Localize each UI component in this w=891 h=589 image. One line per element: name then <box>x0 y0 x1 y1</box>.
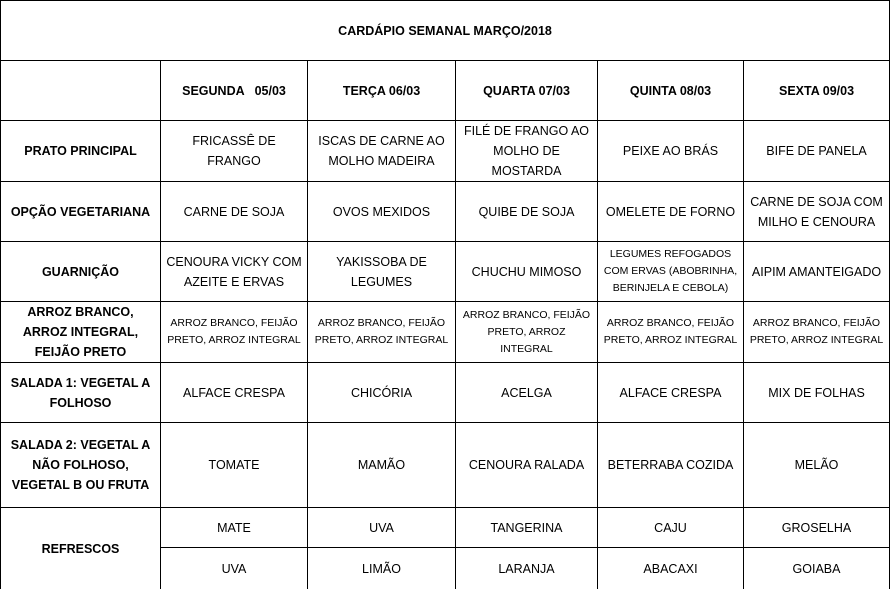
menu-item: ARROZ BRANCO, FEIJÃO PRETO, ARROZ INTEGR… <box>742 301 891 363</box>
row-label: GUARNIÇÃO <box>0 241 161 302</box>
row-label: SALADA 2: VEGETAL A NÃO FOLHOSO, VEGETAL… <box>0 422 161 508</box>
menu-item: PEIXE AO BRÁS <box>597 120 744 182</box>
refresco-item: GOIABA <box>742 547 891 589</box>
menu-item: CHICÓRIA <box>307 362 456 423</box>
refresco-item: CAJU <box>597 507 744 548</box>
row-label: SALADA 1: VEGETAL A FOLHOSO <box>0 362 161 423</box>
menu-row: OPÇÃO VEGETARIANA CARNE DE SOJA OVOS MEXID… <box>0 181 891 242</box>
row-label: PRATO PRINCIPAL <box>0 120 161 182</box>
menu-item: MELÃO <box>742 422 891 508</box>
menu-item: MAMÃO <box>307 422 456 508</box>
refresco-item: GROSELHA <box>742 507 891 548</box>
row-label: REFRESCOS <box>0 507 161 589</box>
menu-row: GUARNIÇÃO CENOURA VICKY COM AZEITE E ERVA… <box>0 241 891 302</box>
menu-item: ARROZ BRANCO, FEIJÃO PRETO, ARROZ INTEGR… <box>160 301 308 363</box>
refresco-item: UVA <box>160 547 308 589</box>
refresco-item: LIMÃO <box>307 547 456 589</box>
menu-item: YAKISSOBA DE LEGUMES <box>307 241 456 302</box>
corner-cell <box>0 60 161 121</box>
menu-item: ARROZ BRANCO, FEIJÃO PRETO, ARROZ INTEGR… <box>307 301 456 363</box>
menu-row: SALADA 1: VEGETAL A FOLHOSO ALFACE CRESPA… <box>0 362 891 423</box>
menu-row: ARROZ BRANCO, ARROZ INTEGRAL, FEIJÃO PRE… <box>0 301 891 363</box>
title-row: CARDÁPIO SEMANAL MARÇO/2018 <box>0 0 891 61</box>
menu-item: ARROZ BRANCO, FEIJÃO PRETO, ARROZ INTEGR… <box>455 301 598 363</box>
menu-item: AIPIM AMANTEIGADO <box>742 241 891 302</box>
menu-item: ISCAS DE CARNE AO MOLHO MADEIRA <box>307 120 456 182</box>
menu-item: ARROZ BRANCO, FEIJÃO PRETO, ARROZ INTEGR… <box>597 301 744 363</box>
menu-item: TOMATE <box>160 422 308 508</box>
menu-item: CARNE DE SOJA <box>160 181 308 242</box>
row-label: ARROZ BRANCO, ARROZ INTEGRAL, FEIJÃO PRE… <box>0 301 161 363</box>
menu-item: CHUCHU MIMOSO <box>455 241 598 302</box>
menu-item: ACELGA <box>455 362 598 423</box>
menu-item: CARNE DE SOJA COM MILHO E CENOURA <box>742 181 891 242</box>
refresco-row: UVA LIMÃO LARANJA ABACAXI GOIABA <box>1 547 891 589</box>
menu-row: PRATO PRINCIPAL FRICASSÊ DE FRANGO ISCAS D… <box>0 120 891 182</box>
day-header: QUARTA 07/03 <box>455 60 598 121</box>
menu-item: MIX DE FOLHAS <box>742 362 891 423</box>
menu-item: LEGUMES REFOGADOS COM ERVAS (ABOBRINHA, … <box>597 241 744 302</box>
day-header: SEXTA 09/03 <box>742 60 891 121</box>
day-header: SEGUNDA 05/03 <box>160 60 308 121</box>
day-header: TERÇA 06/03 <box>307 60 456 121</box>
refresco-item: ABACAXI <box>597 547 744 589</box>
menu-item: QUIBE DE SOJA <box>455 181 598 242</box>
menu-item: FILÉ DE FRANGO AO MOLHO DE MOSTARDA <box>455 120 598 182</box>
refresco-row: REFRESCOS MATE UVA TANGERINA CAJU GROSELHA <box>0 507 891 589</box>
refresco-item: MATE <box>160 507 308 548</box>
menu-item: ALFACE CRESPA <box>597 362 744 423</box>
refresco-item: LARANJA <box>455 547 598 589</box>
menu-item: BIFE DE PANELA <box>742 120 891 182</box>
menu-item: ALFACE CRESPA <box>160 362 308 423</box>
menu-item: CENOURA RALADA <box>455 422 598 508</box>
menu-row: SALADA 2: VEGETAL A NÃO FOLHOSO, VEGETAL… <box>0 422 891 508</box>
menu-item: OMELETE DE FORNO <box>597 181 744 242</box>
menu-item: CENOURA VICKY COM AZEITE E ERVAS <box>160 241 308 302</box>
row-label: OPÇÃO VEGETARIANA <box>0 181 161 242</box>
refresco-item: TANGERINA <box>455 507 598 548</box>
day-header: QUINTA 08/03 <box>597 60 744 121</box>
header-row: SEGUNDA 05/03 TERÇA 06/03 QUARTA 07/03 QUIN… <box>0 60 891 121</box>
title: CARDÁPIO SEMANAL MARÇO/2018 <box>0 0 891 61</box>
menu-item: BETERRABA COZIDA <box>597 422 744 508</box>
refresco-item: UVA <box>307 507 456 548</box>
menu-item: FRICASSÊ DE FRANGO <box>160 120 308 182</box>
menu-item: OVOS MEXIDOS <box>307 181 456 242</box>
